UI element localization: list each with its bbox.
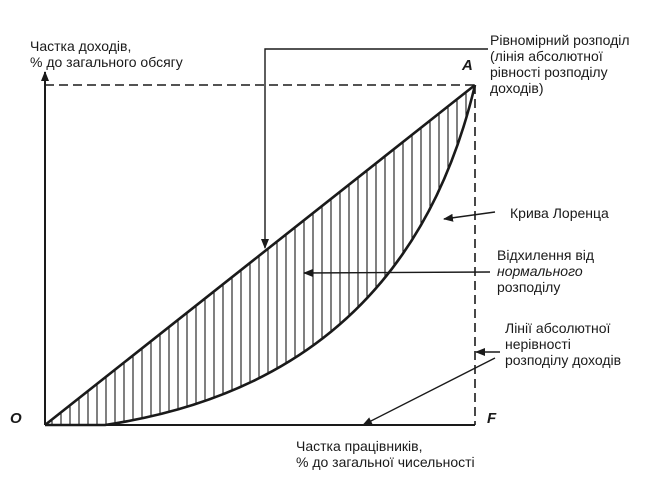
inequality-annotation-line-2: нерівності <box>505 336 571 352</box>
point-o-label: O <box>10 410 22 427</box>
x-axis-label-line-1: Частка працівників, <box>296 438 423 454</box>
deviation-annotation-line-1: Відхилення від <box>497 247 595 263</box>
point-f-label: F <box>487 410 497 427</box>
y-axis-label-line-2: % до загального обсягу <box>30 54 183 70</box>
lorenz-pointer <box>443 211 496 222</box>
deviation-annotation-line-2: нормального <box>497 263 583 279</box>
point-a-label: A <box>462 57 473 74</box>
uniform-annotation-line-1: Рівномірний розподіл <box>490 32 630 48</box>
uniform-annotation-line-2: (лінія абсолютної <box>490 48 603 64</box>
deviation-pointer <box>303 268 491 277</box>
lorenz-curve <box>45 84 477 427</box>
lorenz-annotation: Крива Лоренца <box>510 205 609 221</box>
inequality-annotation: Лінії абсолютної нерівності розподілу до… <box>505 320 621 368</box>
y-axis-label: Частка доходів, % до загального обсягу <box>30 38 183 70</box>
equality-line <box>44 83 476 427</box>
inequality-annotation-line-1: Лінії абсолютної <box>505 320 611 336</box>
uniform-pointer <box>261 48 488 249</box>
uniform-annotation: Рівномірний розподіл (лінія абсолютної р… <box>490 32 630 96</box>
uniform-annotation-line-4: доходів) <box>490 80 544 96</box>
x-axis-label-line-2: % до загальної чисельності <box>296 454 475 470</box>
deviation-annotation-line-3: розподілу <box>497 279 561 295</box>
uniform-annotation-line-3: рівності розподілу <box>490 64 608 80</box>
x-axis-label: Частка працівників, % до загальної чисел… <box>296 438 475 470</box>
inequality-pointer-horizontal <box>362 357 496 426</box>
deviation-annotation: Відхилення від нормального розподілу <box>497 247 594 295</box>
inequality-annotation-line-3: розподілу доходів <box>505 352 622 368</box>
y-axis-label-line-1: Частка доходів, <box>30 38 132 54</box>
